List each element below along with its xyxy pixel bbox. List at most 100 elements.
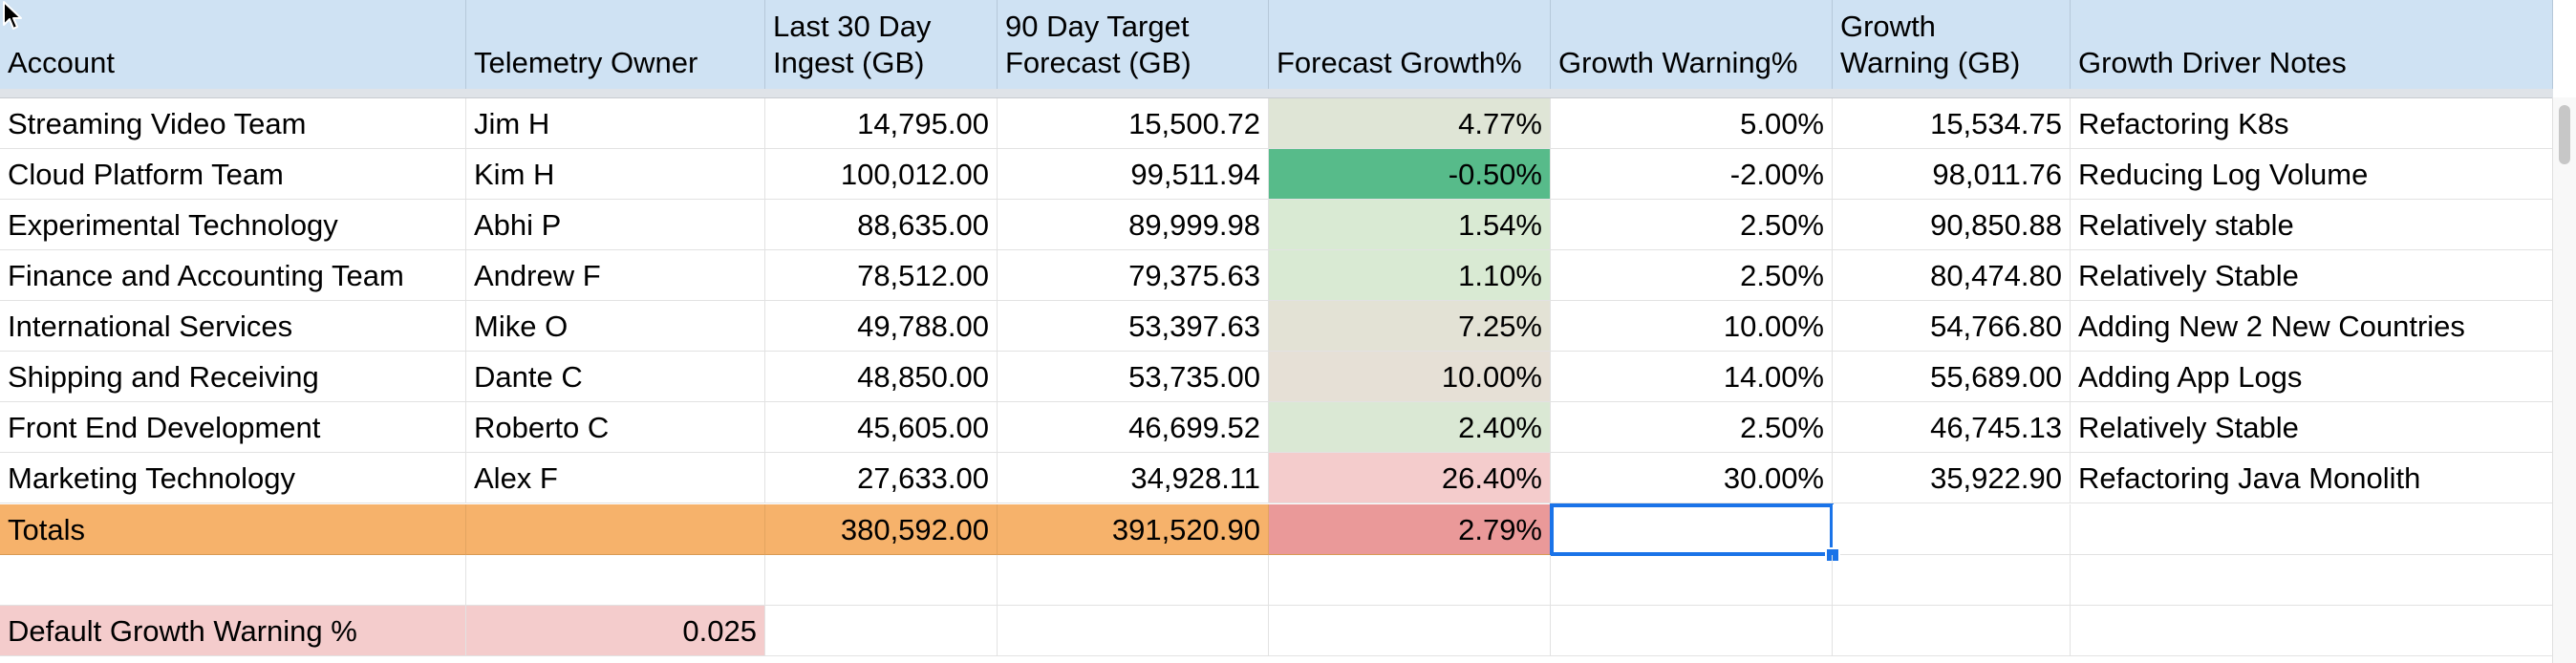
empty-cell[interactable] — [1551, 606, 1833, 656]
growth-notes-cell[interactable]: Relatively Stable — [2071, 402, 2553, 453]
growth-warning-gb-cell[interactable]: 54,766.80 — [1833, 301, 2071, 352]
forecast-growth-cell[interactable]: -0.50% — [1269, 149, 1551, 200]
last30-ingest-cell[interactable]: 49,788.00 — [765, 301, 998, 352]
growth-warning-gb-cell[interactable]: 46,745.13 — [1833, 402, 2071, 453]
growth-warning-pct-cell[interactable]: 2.50% — [1551, 200, 1833, 250]
account-cell[interactable]: Cloud Platform Team — [0, 149, 466, 200]
totals-target-cell[interactable]: 391,520.90 — [998, 504, 1269, 555]
growth-warning-pct-cell[interactable]: 2.50% — [1551, 250, 1833, 301]
target-forecast-cell[interactable]: 46,699.52 — [998, 402, 1269, 453]
empty-cell[interactable] — [2071, 606, 2553, 656]
growth-warning-pct-cell[interactable]: -2.00% — [1551, 149, 1833, 200]
default-warning-value-cell[interactable]: 0.025 — [466, 606, 765, 656]
last30-ingest-cell[interactable]: 78,512.00 — [765, 250, 998, 301]
empty-cell[interactable] — [998, 606, 1269, 656]
totals-owner-cell[interactable] — [466, 504, 765, 555]
totals-notes-cell[interactable] — [2071, 504, 2553, 555]
last30-ingest-cell[interactable]: 27,633.00 — [765, 453, 998, 503]
growth-warning-pct-cell[interactable]: 2.50% — [1551, 402, 1833, 453]
owner-cell[interactable]: Mike O — [466, 301, 765, 352]
empty-cell[interactable] — [2071, 555, 2553, 606]
vertical-scrollbar[interactable] — [2552, 97, 2576, 663]
account-cell[interactable]: Experimental Technology — [0, 200, 466, 250]
account-cell[interactable]: Finance and Accounting Team — [0, 250, 466, 301]
growth-notes-cell[interactable]: Relatively Stable — [2071, 250, 2553, 301]
target-forecast-cell[interactable]: 99,511.94 — [998, 149, 1269, 200]
last30-ingest-cell[interactable]: 88,635.00 — [765, 200, 998, 250]
scrollbar-thumb[interactable] — [2559, 105, 2570, 164]
owner-cell[interactable]: Abhi P — [466, 200, 765, 250]
header-90-day-target[interactable]: 90 Day Target Forecast (GB) — [998, 0, 1269, 89]
default-warning-label-cell[interactable]: Default Growth Warning % — [0, 606, 466, 656]
growth-notes-cell[interactable]: Refactoring Java Monolith — [2071, 453, 2553, 503]
target-forecast-cell[interactable]: 53,397.63 — [998, 301, 1269, 352]
last30-ingest-cell[interactable]: 45,605.00 — [765, 402, 998, 453]
owner-cell[interactable]: Alex F — [466, 453, 765, 503]
account-cell[interactable]: Shipping and Receiving — [0, 352, 466, 402]
growth-warning-gb-cell[interactable]: 55,689.00 — [1833, 352, 2071, 402]
growth-warning-pct-cell[interactable]: 30.00% — [1551, 453, 1833, 503]
growth-warning-pct-cell[interactable]: 5.00% — [1551, 98, 1833, 149]
target-forecast-cell[interactable]: 79,375.63 — [998, 250, 1269, 301]
growth-warning-gb-cell[interactable]: 80,474.80 — [1833, 250, 2071, 301]
growth-warning-gb-cell[interactable]: 90,850.88 — [1833, 200, 2071, 250]
selected-cell[interactable] — [1550, 503, 1834, 556]
growth-notes-cell[interactable]: Adding App Logs — [2071, 352, 2553, 402]
account-cell[interactable]: Streaming Video Team — [0, 98, 466, 149]
empty-cell[interactable] — [765, 606, 998, 656]
forecast-growth-cell[interactable]: 1.10% — [1269, 250, 1551, 301]
empty-cell[interactable] — [466, 555, 765, 606]
forecast-growth-cell[interactable]: 1.54% — [1269, 200, 1551, 250]
owner-cell[interactable]: Dante C — [466, 352, 765, 402]
growth-notes-cell[interactable]: Relatively stable — [2071, 200, 2553, 250]
totals-forecast-growth-cell[interactable]: 2.79% — [1269, 504, 1551, 555]
header-last-30-day-ingest[interactable]: Last 30 Day Ingest (GB) — [765, 0, 998, 89]
last30-ingest-cell[interactable]: 14,795.00 — [765, 98, 998, 149]
empty-cell[interactable] — [1833, 555, 2071, 606]
header-forecast-growth[interactable]: Forecast Growth% — [1269, 0, 1551, 89]
owner-cell[interactable]: Roberto C — [466, 402, 765, 453]
forecast-growth-cell[interactable]: 10.00% — [1269, 352, 1551, 402]
target-forecast-cell[interactable]: 34,928.11 — [998, 453, 1269, 503]
last30-ingest-cell[interactable]: 100,012.00 — [765, 149, 998, 200]
owner-cell[interactable]: Andrew F — [466, 250, 765, 301]
growth-warning-gb-cell[interactable]: 35,922.90 — [1833, 453, 2071, 503]
target-forecast-cell[interactable]: 15,500.72 — [998, 98, 1269, 149]
selection-fill-handle[interactable] — [1825, 547, 1840, 563]
empty-cell[interactable] — [998, 555, 1269, 606]
forecast-growth-cell[interactable]: 7.25% — [1269, 301, 1551, 352]
account-cell[interactable]: Front End Development — [0, 402, 466, 453]
forecast-growth-cell[interactable]: 26.40% — [1269, 453, 1551, 503]
header-account[interactable]: Account — [0, 0, 466, 89]
target-forecast-cell[interactable]: 89,999.98 — [998, 200, 1269, 250]
empty-cell[interactable] — [765, 555, 998, 606]
header-growth-warning-pct[interactable]: Growth Warning% — [1551, 0, 1833, 89]
forecast-growth-cell[interactable]: 2.40% — [1269, 402, 1551, 453]
growth-warning-gb-cell[interactable]: 98,011.76 — [1833, 149, 2071, 200]
growth-warning-gb-cell[interactable]: 15,534.75 — [1833, 98, 2071, 149]
totals-warning-gb-cell[interactable] — [1833, 504, 2071, 555]
target-forecast-cell[interactable]: 53,735.00 — [998, 352, 1269, 402]
growth-notes-cell[interactable]: Refactoring K8s — [2071, 98, 2553, 149]
owner-cell[interactable]: Kim H — [466, 149, 765, 200]
growth-warning-pct-cell[interactable]: 10.00% — [1551, 301, 1833, 352]
header-telemetry-owner[interactable]: Telemetry Owner — [466, 0, 765, 89]
empty-cell[interactable] — [0, 555, 466, 606]
empty-cell[interactable] — [1833, 606, 2071, 656]
growth-warning-pct-cell[interactable]: 14.00% — [1551, 352, 1833, 402]
header-growth-driver-notes[interactable]: Growth Driver Notes — [2071, 0, 2553, 89]
header-growth-warning-gb[interactable]: Growth Warning (GB) — [1833, 0, 2071, 89]
account-cell[interactable]: International Services — [0, 301, 466, 352]
totals-last30-cell[interactable]: 380,592.00 — [765, 504, 998, 555]
growth-notes-cell[interactable]: Reducing Log Volume — [2071, 149, 2553, 200]
growth-notes-cell[interactable]: Adding New 2 New Countries — [2071, 301, 2553, 352]
owner-cell[interactable]: Jim H — [466, 98, 765, 149]
empty-cell[interactable] — [1269, 606, 1551, 656]
frozen-rows-divider[interactable] — [0, 89, 2553, 98]
empty-cell[interactable] — [1269, 555, 1551, 606]
empty-cell[interactable] — [1551, 555, 1833, 606]
account-cell[interactable]: Marketing Technology — [0, 453, 466, 503]
totals-label-cell[interactable]: Totals — [0, 504, 466, 555]
forecast-growth-cell[interactable]: 4.77% — [1269, 98, 1551, 149]
